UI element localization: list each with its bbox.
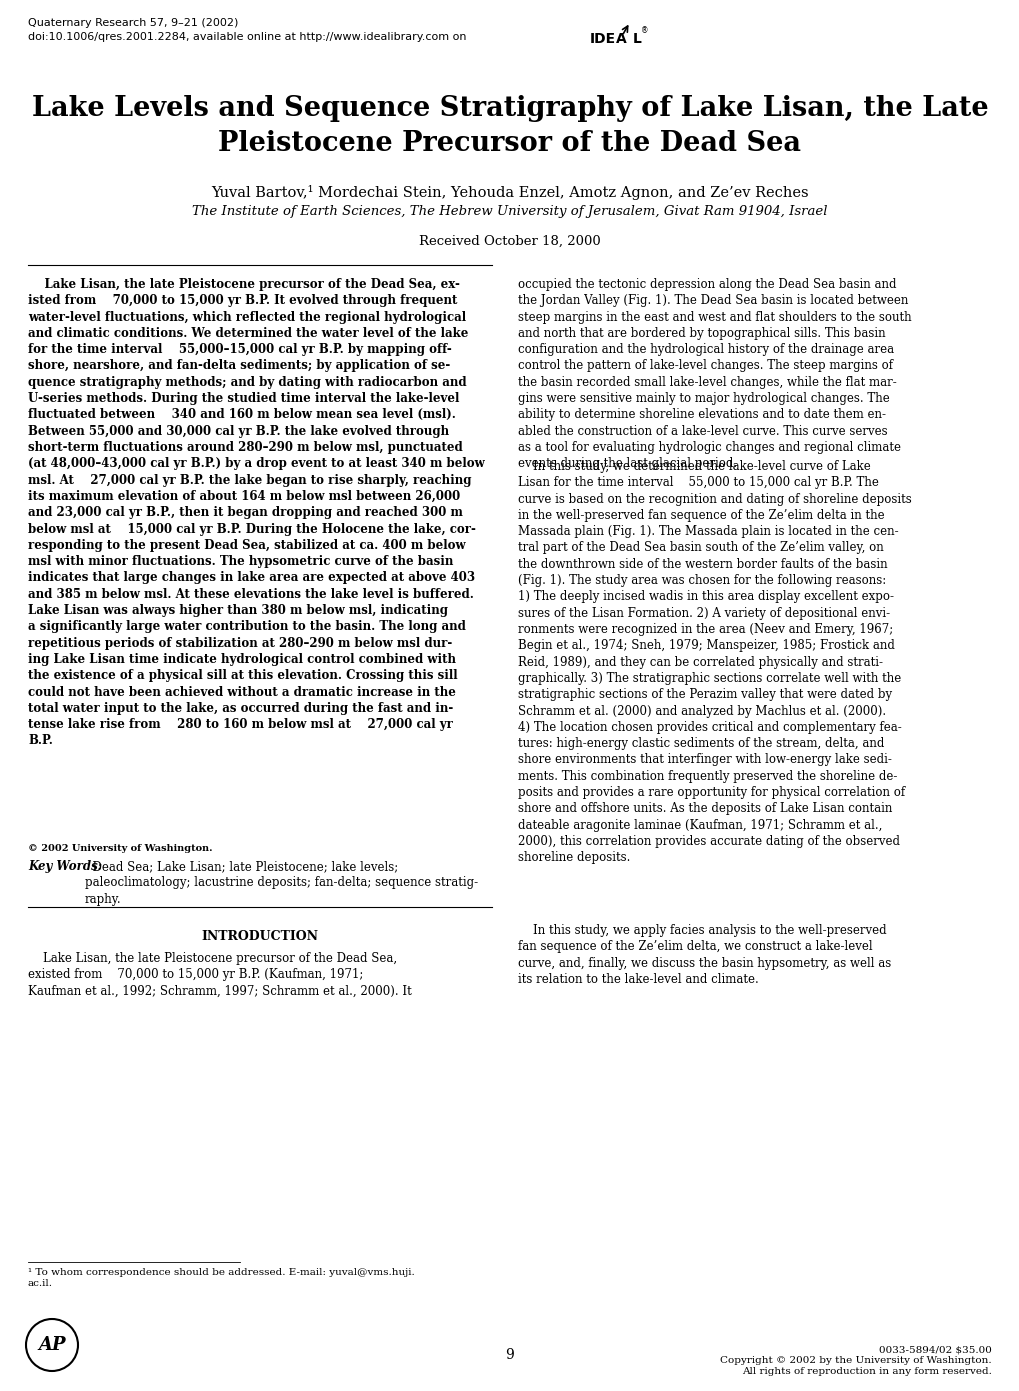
Text: Lake Lisan, the late Pleistocene precursor of the Dead Sea, ex-
isted from    70: Lake Lisan, the late Pleistocene precurs… [28, 278, 484, 747]
Text: Received October 18, 2000: Received October 18, 2000 [419, 235, 600, 248]
Text: L: L [633, 32, 641, 46]
Text: In this study, we apply facies analysis to the well-preserved
fan sequence of th: In this study, we apply facies analysis … [518, 924, 891, 986]
Text: ®: ® [640, 26, 648, 35]
Text: In this study, we determined the lake-level curve of Lake
Lisan for the time int: In this study, we determined the lake-le… [518, 460, 911, 864]
Text: 0033-5894/02 $35.00
Copyright © 2002 by the University of Washington.
All rights: 0033-5894/02 $35.00 Copyright © 2002 by … [719, 1345, 991, 1376]
Text: Quaternary Research 57, 9–21 (2002): Quaternary Research 57, 9–21 (2002) [28, 18, 238, 28]
Text: Lake Lisan, the late Pleistocene precursor of the Dead Sea,
existed from    70,0: Lake Lisan, the late Pleistocene precurs… [28, 951, 412, 997]
Text: Yuval Bartov,¹ Mordechai Stein, Yehouda Enzel, Amotz Agnon, and Ze’ev Reches: Yuval Bartov,¹ Mordechai Stein, Yehouda … [211, 185, 808, 200]
Text: occupied the tectonic depression along the Dead Sea basin and
the Jordan Valley : occupied the tectonic depression along t… [518, 278, 911, 470]
Text: A: A [615, 32, 626, 46]
Text: Key Words:: Key Words: [28, 860, 102, 874]
Text: INTRODUCTION: INTRODUCTION [202, 931, 318, 943]
Circle shape [25, 1319, 77, 1372]
Text: doi:10.1006/qres.2001.2284, available online at http://www.idealibrary.com on: doi:10.1006/qres.2001.2284, available on… [28, 32, 466, 42]
Text: The Institute of Earth Sciences, The Hebrew University of Jerusalem, Givat Ram 9: The Institute of Earth Sciences, The Heb… [192, 204, 827, 218]
Text: Pleistocene Precursor of the Dead Sea: Pleistocene Precursor of the Dead Sea [218, 129, 801, 157]
Text: 9: 9 [505, 1348, 514, 1362]
Text: Lake Levels and Sequence Stratigraphy of Lake Lisan, the Late: Lake Levels and Sequence Stratigraphy of… [32, 95, 987, 122]
Text: IDE: IDE [589, 32, 615, 46]
Text: © 2002 University of Washington.: © 2002 University of Washington. [28, 844, 212, 853]
Text: AP: AP [39, 1335, 65, 1353]
Text: ¹ To whom correspondence should be addressed. E-mail: yuval@vms.huji.
ac.il.: ¹ To whom correspondence should be addre… [28, 1269, 415, 1288]
Text: Dead Sea; Lake Lisan; late Pleistocene; lake levels;
paleoclimatology; lacustrin: Dead Sea; Lake Lisan; late Pleistocene; … [85, 860, 478, 906]
